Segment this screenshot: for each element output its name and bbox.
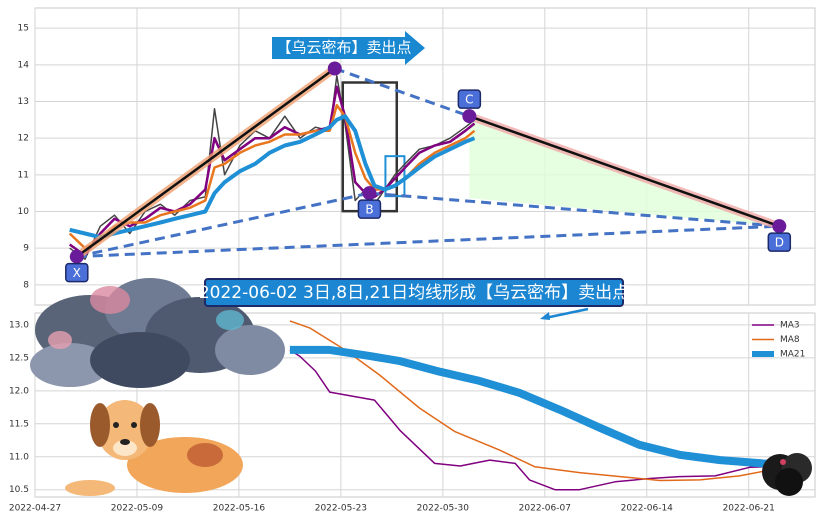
pattern-dash-line (76, 224, 780, 259)
y-tick-label: 8 (23, 280, 29, 290)
x-tick-label: 2022-05-30 (417, 504, 470, 514)
banner-text: 【乌云密布】卖出点 (276, 39, 411, 57)
decoration (30, 278, 812, 496)
banner-box (204, 278, 624, 307)
series-line (289, 349, 771, 491)
y-tick-label: 12 (18, 134, 29, 144)
pattern-label: C (465, 93, 473, 107)
pattern-label-box (357, 199, 382, 219)
x-tick-label: 2022-06-07 (519, 504, 571, 514)
series-line (69, 114, 476, 240)
x-tick-label: 2022-05-09 (111, 504, 164, 514)
series-line (69, 75, 475, 260)
pattern-label: D (775, 236, 784, 250)
bottom-panel: 2022-04-27 2022-05-09 2022-05-16 2022-05-23… (9, 313, 815, 514)
x-tick-label: 2022-06-21 (723, 504, 775, 514)
x-tick-label: 2022-04-27 (9, 504, 61, 514)
pattern-label-box (457, 89, 482, 109)
banner-pointer (544, 307, 589, 320)
cloud-image (30, 278, 285, 388)
y-tick-label: 10 (18, 207, 30, 217)
x-tick-label: 2022-05-16 (213, 504, 266, 514)
pattern-leg (468, 114, 780, 228)
pattern-point (327, 61, 342, 76)
top-plot-area (34, 7, 816, 306)
y-tick-label: 11 (18, 170, 29, 180)
top-banner: 【乌云密布】卖出点 (272, 31, 425, 65)
pattern-leg (76, 67, 336, 258)
y-tick-label: 9 (23, 244, 29, 254)
pattern-label: B (365, 203, 373, 217)
pattern-point (772, 219, 787, 234)
y-tick-label: 11.0 (9, 452, 29, 462)
legend-label: MA3 (780, 321, 800, 331)
y-tick-label: 12.0 (9, 386, 29, 396)
dark-ball-image (762, 453, 812, 496)
x-tick-label: 2022-06-14 (621, 504, 674, 514)
pattern-label: X (73, 266, 81, 280)
pattern-dash-line (369, 191, 780, 228)
pattern-point (462, 109, 477, 124)
legend-label: MA21 (780, 350, 805, 360)
pattern-label-box (65, 262, 89, 283)
pattern-dash-line (76, 191, 370, 259)
y-tick-label: 15 (18, 24, 29, 34)
banner-pointer-head (540, 312, 550, 320)
pattern-dash-line (334, 67, 470, 118)
y-tick-label: 11.5 (9, 419, 29, 429)
series-line (289, 345, 771, 468)
banner-text: 2022-06-02 3日,8日,21日均线形成【乌云密布】卖出点 (199, 283, 629, 303)
pattern-label-box (767, 232, 792, 252)
pattern-point (362, 186, 377, 201)
banner-arrow (272, 31, 425, 65)
y-tick-label: 10.5 (9, 485, 29, 495)
y-tick-label: 14 (18, 60, 30, 70)
legend-label: MA8 (780, 335, 800, 345)
x-tick-label: 2022-05-23 (315, 504, 367, 514)
y-tick-label: 13.0 (9, 320, 29, 330)
dog-image (65, 400, 243, 496)
y-tick-label: 13 (18, 97, 29, 107)
pattern-point (69, 249, 84, 264)
bottom-banner: 2022-06-02 3日,8日,21日均线形成【乌云密布】卖出点 (199, 278, 629, 320)
y-tick-label: 12.5 (9, 353, 29, 363)
series-line (68, 85, 476, 257)
